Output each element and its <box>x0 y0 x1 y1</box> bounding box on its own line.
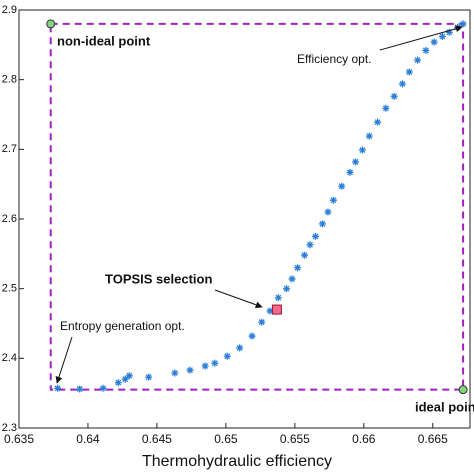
point <box>99 384 107 392</box>
point <box>186 366 194 374</box>
point <box>294 264 302 272</box>
point <box>76 385 84 393</box>
x-tick-label: 0.635 <box>4 432 34 446</box>
annotation: non-ideal point <box>57 33 151 48</box>
point <box>382 104 390 112</box>
y-tick-label: 2.7 <box>2 143 17 155</box>
annotation: Efficiency opt. <box>297 52 371 66</box>
point <box>398 80 406 88</box>
point <box>306 241 314 249</box>
point <box>312 232 320 240</box>
point <box>430 38 438 46</box>
point <box>438 32 446 40</box>
point <box>422 46 430 54</box>
point <box>248 332 256 340</box>
x-tick-label: 0.64 <box>76 432 100 446</box>
annotation: ideal point <box>415 399 474 414</box>
point <box>338 182 346 190</box>
point <box>352 158 360 166</box>
point <box>236 344 244 352</box>
point <box>358 146 366 154</box>
y-tick-label: 2.4 <box>2 352 17 364</box>
point <box>390 92 398 100</box>
point <box>125 372 133 380</box>
point <box>414 56 422 64</box>
arrow <box>55 336 73 384</box>
point <box>201 362 209 370</box>
point <box>283 285 291 293</box>
x-tick-label: 0.66 <box>352 432 376 446</box>
y-tick-label: 2.9 <box>2 4 17 16</box>
bounding-box <box>49 22 465 391</box>
point <box>318 220 326 228</box>
point <box>300 251 308 259</box>
point <box>365 132 373 140</box>
point <box>121 375 129 383</box>
plot-frame <box>18 9 471 429</box>
point <box>288 275 296 283</box>
x-axis-label: Thermohydraulic efficiency <box>142 453 332 470</box>
y-tick-label: 2.6 <box>2 213 17 225</box>
annotation: Entropy generation opt. <box>60 319 185 333</box>
annotation: TOPSIS selection <box>105 271 212 286</box>
y-tick-label: 2.5 <box>2 283 17 295</box>
special-point <box>458 385 468 395</box>
x-tick-label: 0.665 <box>418 432 448 446</box>
point <box>223 352 231 360</box>
point <box>445 28 453 36</box>
x-tick-label: 0.65 <box>214 432 238 446</box>
arrow <box>379 25 463 51</box>
y-tick-label: 2.8 <box>2 74 17 86</box>
x-tick-label: 0.655 <box>280 432 310 446</box>
arrow <box>214 289 263 309</box>
point <box>274 294 282 302</box>
y-tick-label: 2.3 <box>2 422 17 434</box>
point <box>211 359 219 367</box>
point <box>114 379 122 387</box>
point <box>266 307 274 315</box>
point <box>145 373 153 381</box>
point <box>374 118 382 126</box>
point <box>405 68 413 76</box>
special-point <box>46 19 56 29</box>
x-tick-label: 0.645 <box>142 432 172 446</box>
special-point <box>271 304 282 315</box>
point <box>54 384 62 392</box>
point <box>324 208 332 216</box>
point <box>171 369 179 377</box>
point <box>346 168 354 176</box>
point <box>329 196 337 204</box>
point <box>258 318 266 326</box>
point <box>459 20 467 28</box>
